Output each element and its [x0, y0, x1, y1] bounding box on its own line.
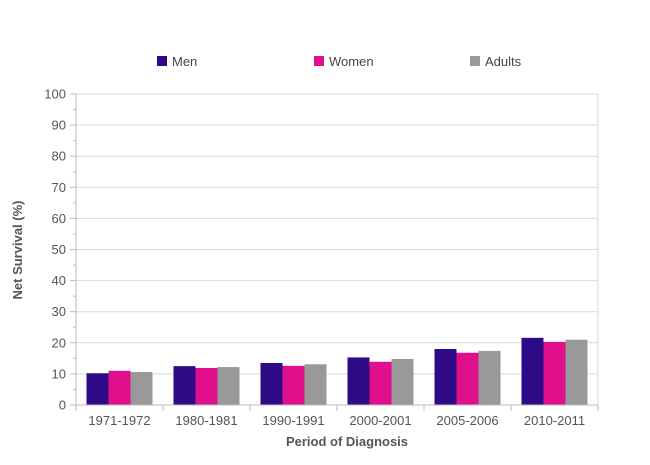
bar-adults-2000-2001	[391, 358, 414, 405]
legend-swatch-men	[157, 56, 167, 66]
y-tick-label: 10	[52, 366, 66, 381]
bar-women-2005-2006	[456, 352, 479, 405]
y-tick-label: 30	[52, 304, 66, 319]
bar-women-1990-1991	[282, 365, 305, 405]
y-axis-title: Net Survival (%)	[10, 201, 25, 300]
x-tick-label: 1980-1981	[175, 413, 237, 428]
y-tick-label: 100	[44, 87, 66, 102]
y-tick-label: 40	[52, 273, 66, 288]
x-axis-title: Period of Diagnosis	[286, 434, 408, 449]
y-tick-label: 60	[52, 211, 66, 226]
legend-label-adults: Adults	[485, 54, 522, 69]
legend-swatch-adults	[470, 56, 480, 66]
gridlines	[76, 93, 598, 375]
bar-women-2010-2011	[543, 341, 566, 405]
x-tick-label: 2000-2001	[349, 413, 411, 428]
y-tick-label: 20	[52, 335, 66, 350]
x-tick-labels: 1971-1972 1980-1981 1990-1991 2000-2001 2005…	[88, 413, 585, 428]
bar-women-1971-1972	[108, 370, 131, 405]
x-tick-label: 1971-1972	[88, 413, 150, 428]
legend-label-women: Women	[329, 54, 374, 69]
y-tick-labels: 0 10 20 30 40 50 60 70 80 90 100	[44, 87, 66, 413]
bars	[86, 337, 588, 405]
legend: Men Women Adults	[157, 54, 522, 69]
x-tick-label: 2010-2011	[524, 413, 585, 428]
bar-adults-1980-1981	[217, 367, 240, 405]
bar-men-2000-2001	[347, 357, 370, 405]
legend-swatch-women	[314, 56, 324, 66]
y-tick-label: 90	[52, 118, 66, 133]
y-tick-label: 70	[52, 180, 66, 195]
bar-adults-1990-1991	[304, 364, 327, 405]
y-tick-label: 80	[52, 149, 66, 164]
y-tick-label: 50	[52, 242, 66, 257]
axes	[70, 93, 599, 411]
bar-men-1971-1972	[86, 373, 109, 405]
bar-men-1990-1991	[260, 363, 283, 405]
bar-adults-2010-2011	[565, 339, 588, 405]
bar-men-2005-2006	[434, 349, 457, 405]
x-tick-label: 2005-2006	[436, 413, 498, 428]
bar-adults-1971-1972	[130, 372, 153, 405]
legend-label-men: Men	[172, 54, 197, 69]
bar-adults-2005-2006	[478, 350, 501, 405]
bar-women-1980-1981	[195, 367, 218, 405]
bar-men-2010-2011	[521, 337, 544, 405]
y-tick-label: 0	[59, 398, 66, 413]
bar-women-2000-2001	[369, 361, 392, 405]
x-tick-label: 1990-1991	[262, 413, 324, 428]
bar-men-1980-1981	[173, 366, 196, 405]
